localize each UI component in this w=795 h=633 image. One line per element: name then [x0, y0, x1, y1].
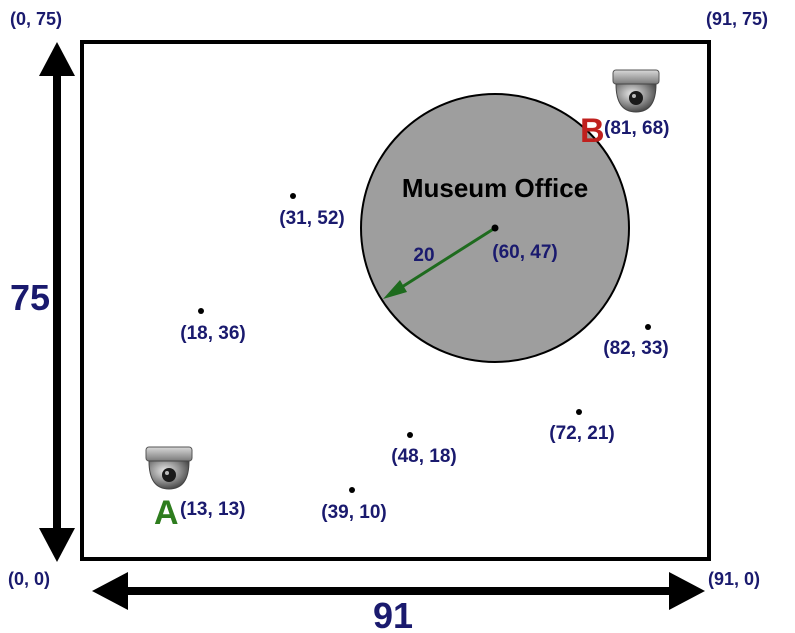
corner-label-bottom-left: (0, 0) — [8, 569, 50, 589]
office-center-label: (60, 47) — [492, 242, 557, 263]
point-label: (18, 36) — [180, 323, 245, 344]
point-label: (48, 18) — [391, 446, 456, 467]
camera-b: B (81, 68) — [580, 69, 669, 150]
point-label: (31, 52) — [279, 208, 344, 229]
camera-a-letter: A — [154, 494, 179, 532]
museum-office-label: Museum Office — [402, 173, 588, 203]
point-31-52: (31, 52) — [279, 193, 345, 229]
camera-b-label: (81, 68) — [604, 118, 669, 139]
radius-arrow — [383, 226, 496, 299]
security-camera-icon — [145, 446, 193, 490]
radius-label: 20 — [413, 245, 434, 266]
point-label: (82, 33) — [603, 338, 668, 359]
width-label: 91 — [373, 595, 413, 633]
point-48-18: (48, 18) — [391, 432, 457, 467]
corner-label-bottom-right: (91, 0) — [708, 569, 760, 589]
point-72-21: (72, 21) — [549, 409, 615, 444]
corner-label-top-left: (0, 75) — [10, 9, 62, 29]
camera-b-letter: B — [580, 112, 605, 150]
width-dimension-arrow — [92, 572, 705, 610]
camera-a: A (13, 13) — [145, 446, 245, 532]
security-camera-icon — [612, 69, 660, 113]
height-dimension-arrow — [39, 42, 75, 562]
height-label: 75 — [10, 277, 50, 318]
point-39-10: (39, 10) — [321, 487, 387, 523]
point-18-36: (18, 36) — [180, 308, 246, 344]
point-82-33: (82, 33) — [603, 324, 669, 359]
point-label: (39, 10) — [321, 502, 386, 523]
camera-a-label: (13, 13) — [180, 499, 245, 520]
corner-label-top-right: (91, 75) — [706, 9, 768, 29]
office-center-point — [491, 224, 499, 232]
point-label: (72, 21) — [549, 423, 614, 444]
